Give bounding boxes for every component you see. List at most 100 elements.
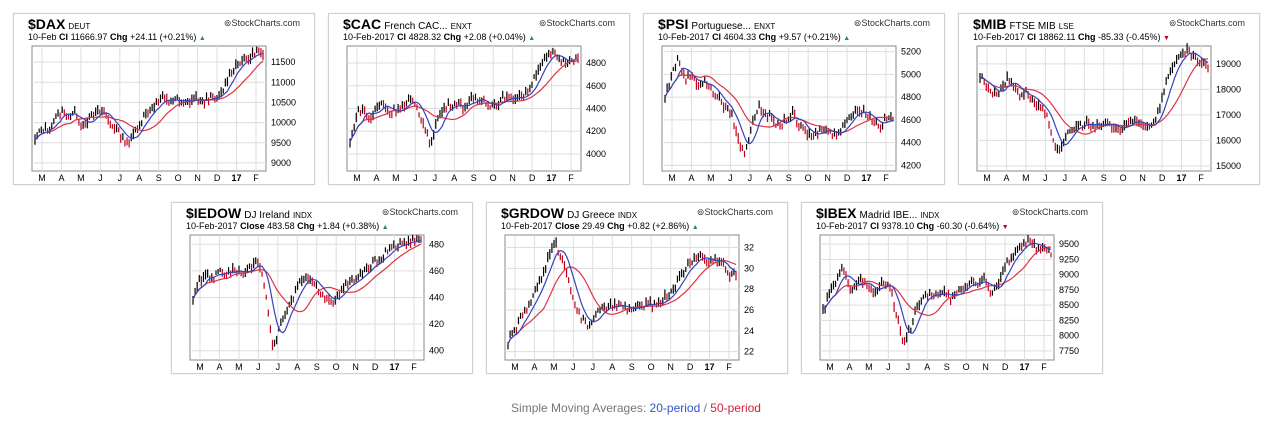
brand-label: ⊚StockCharts.com — [382, 207, 458, 218]
chart-panel-grdow[interactable]: 22 24 26 28 30 32 M A M J J A S O N D 17 F $GRDOW DJ Greec… — [486, 202, 788, 374]
y-tick-label: 4800 — [901, 92, 921, 102]
date-label: 10-Feb-2017 — [973, 32, 1025, 42]
y-tick-label: 8750 — [1059, 285, 1079, 295]
x-tick-label: S — [156, 173, 162, 183]
x-tick-label: D — [214, 173, 221, 183]
sma-50-line — [349, 58, 579, 143]
exchange-label: LSE — [1058, 22, 1074, 31]
x-tick-label: J — [748, 173, 753, 183]
chart-panel-ibex[interactable]: 7750 8000 8250 8500 8750 9000 9250 9500 M A M J J A S O… — [801, 202, 1103, 374]
sma-50-line — [34, 60, 264, 140]
y-tick-label: 9000 — [1059, 270, 1079, 280]
sma-50-line — [664, 74, 894, 134]
x-tick-label: J — [1043, 173, 1048, 183]
y-tick-label: 18000 — [1216, 84, 1241, 94]
y-tick-label: 460 — [429, 266, 444, 276]
legend-20-period[interactable]: 20-period — [649, 401, 701, 415]
x-tick-label: S — [471, 173, 477, 183]
plot-frame — [819, 234, 1055, 361]
sma-20-line — [192, 239, 422, 334]
brand-label: ⊚StockCharts.com — [224, 18, 300, 29]
brand-icon: ⊚ — [1168, 18, 1177, 28]
legend-50-period[interactable]: 50-period — [710, 401, 761, 415]
x-tick-label: O — [1120, 173, 1127, 183]
x-tick-label: A — [1081, 173, 1087, 183]
brand-icon: ⊚ — [381, 207, 390, 217]
x-tick-label: A — [924, 362, 930, 372]
date-label: 10-Feb-2017 — [816, 221, 868, 231]
close-value: 4604.33 — [723, 32, 757, 42]
x-tick-label: J — [571, 362, 576, 372]
x-tick-label: J — [413, 173, 418, 183]
x-tick-label: S — [629, 362, 635, 372]
exchange-label: INDX — [292, 211, 313, 220]
x-tick-label: J — [1063, 173, 1068, 183]
x-tick-label: F — [1198, 173, 1204, 183]
x-tick-label: J — [728, 173, 733, 183]
x-tick-label: M — [392, 173, 400, 183]
y-tick-label: 400 — [429, 346, 444, 356]
up-arrow-icon: ▲ — [198, 35, 206, 42]
close-label-text: Cl — [59, 32, 69, 42]
y-tick-label: 32 — [744, 243, 754, 253]
chart-panel-mib[interactable]: 15000 16000 17000 18000 19000 M A M J J A S O N D 17 F $M… — [958, 13, 1260, 185]
x-tick-label: J — [433, 173, 438, 183]
index-name: FTSE MIB — [1009, 21, 1056, 32]
index-name: Madrid IBE... — [859, 210, 918, 221]
x-tick-label: S — [314, 362, 320, 372]
plot-frame — [31, 45, 267, 172]
legend-prefix: Simple Moving Averages: — [511, 401, 650, 415]
y-tick-label: 19000 — [1216, 59, 1241, 69]
x-tick-label: M — [550, 362, 558, 372]
x-tick-label: M — [511, 362, 519, 372]
x-tick-label: A — [531, 362, 537, 372]
y-tick-label: 9000 — [271, 158, 291, 168]
chart-panel-dax[interactable]: 9000 9500 10000 10500 11000 11500 M A M J J A S O N D 17… — [13, 13, 315, 185]
index-name: Portuguese... — [691, 21, 751, 32]
chart-panel-psi[interactable]: 4200 4400 4600 4800 5000 5200 M A M J J A S O N D 17 F $PS… — [643, 13, 945, 185]
plot-frame — [976, 45, 1212, 172]
x-tick-label: A — [766, 173, 772, 183]
symbol-label: $PSI — [658, 16, 689, 32]
y-tick-label: 4600 — [586, 81, 606, 91]
x-tick-label: J — [118, 173, 123, 183]
close-value: 11666.97 — [70, 32, 108, 42]
chart-title: $IBEX Madrid IBE... INDX — [816, 205, 940, 221]
y-tick-label: 4200 — [901, 160, 921, 170]
x-tick-label: A — [136, 173, 142, 183]
x-tick-label: M — [353, 173, 361, 183]
y-tick-label: 5200 — [901, 47, 921, 57]
chart-title: $PSI Portuguese... ENXT — [658, 16, 775, 32]
chart-plot: 7750 8000 8250 8500 8750 9000 9250 9500 M A M J J A S O… — [819, 234, 1079, 372]
exchange-label: INDX — [617, 211, 638, 220]
x-tick-label: M — [983, 173, 991, 183]
sma-20-line — [34, 52, 264, 140]
x-tick-label: O — [805, 173, 812, 183]
brand-icon: ⊚ — [696, 207, 705, 217]
x-tick-label: J — [591, 362, 596, 372]
chart-panel-cac[interactable]: 4000 4200 4400 4600 4800 M A M J J A S O N D 17 F $CAC Fr… — [328, 13, 630, 185]
x-tick-label: 17 — [390, 362, 400, 372]
x-tick-label: J — [256, 362, 261, 372]
exchange-label: DEUT — [68, 22, 91, 31]
x-tick-label: N — [1139, 173, 1146, 183]
brand-label: ⊚StockCharts.com — [539, 18, 615, 29]
y-tick-label: 15000 — [1216, 161, 1241, 171]
x-tick-label: F — [883, 173, 889, 183]
brand-text: StockCharts.com — [861, 18, 930, 28]
sma-20-line — [664, 67, 894, 145]
up-arrow-icon: ▲ — [691, 224, 699, 231]
sma-20-line — [979, 52, 1209, 146]
change-value: +1.84 (+0.38%) — [317, 221, 380, 231]
x-tick-label: J — [886, 362, 891, 372]
index-name: DJ Greece — [567, 210, 615, 221]
y-tick-label: 16000 — [1216, 135, 1241, 145]
x-tick-label: M — [196, 362, 204, 372]
close-label-text: Cl — [870, 221, 880, 231]
x-tick-label: O — [963, 362, 970, 372]
symbol-label: $GRDOW — [501, 205, 564, 221]
chart-panel-iedow[interactable]: 400 420 440 460 480 M A M J J A S O N D 17 F $IEDOW DJ Ir… — [171, 202, 473, 374]
change-value: +24.11 (+0.21%) — [129, 32, 197, 42]
change-label: Chg — [109, 32, 128, 42]
x-tick-label: F — [253, 173, 259, 183]
